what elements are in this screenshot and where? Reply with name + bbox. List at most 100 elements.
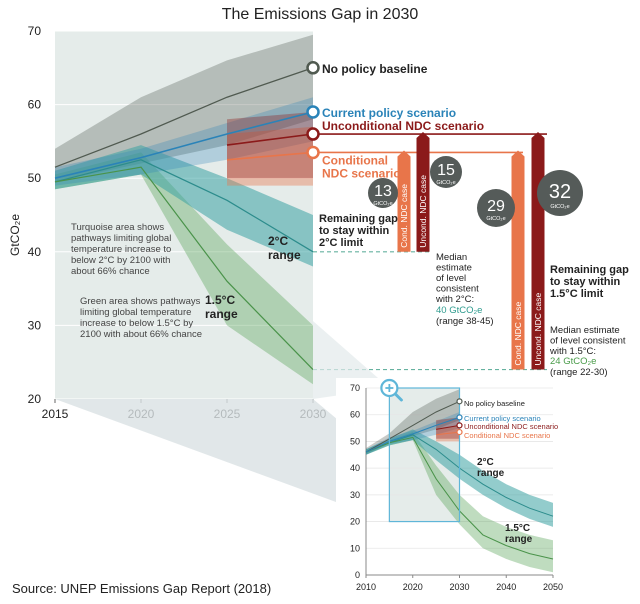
median-2c-text: of level: [436, 273, 466, 284]
main-line-conditional: [226, 151, 314, 161]
inset-line-current: [365, 416, 460, 453]
note-turquoise-area: Turquoise area shows: [71, 222, 164, 233]
median-1-5c-text: with 1.5°C:: [549, 346, 596, 357]
gap-2c-label: to stay within: [319, 225, 390, 237]
label-2c-range: 2°C: [268, 234, 288, 248]
main-y-tick-label: 60: [28, 98, 42, 112]
gap-bubble-1-5c-unconditional-unit: GtCO₂e: [550, 204, 569, 210]
gap-bar-2c-conditional: [397, 150, 411, 252]
gap-bar-2c-unconditional: [416, 132, 430, 252]
main-line-current: [54, 111, 314, 179]
median-2c-text: with 2°C:: [435, 294, 474, 305]
gap-bar-2c-conditional-label: Cond. NDC case: [399, 184, 409, 248]
inset-label-1-5c: range: [505, 534, 533, 545]
gap-bubble-1-5c-unconditional-value: 32: [549, 181, 571, 203]
gap-bubble-1-5c-conditional-value: 29: [487, 198, 505, 215]
main-y-tick-label: 50: [28, 171, 42, 185]
note-green-area: increase to below 1.5°C by: [80, 318, 193, 329]
main-y-axis-label: GtCO₂e: [8, 214, 22, 256]
gap-bar-2c-unconditional-label: Uncond. NDC case: [418, 175, 428, 248]
gap-bubble-2c-conditional-unit: GtCO₂e: [373, 201, 392, 207]
inset-x-tick-label: 2040: [496, 582, 516, 592]
inset-label-2c: 2°C: [477, 457, 494, 468]
main-line-two_deg: [54, 159, 314, 253]
main-line-baseline: [54, 67, 314, 168]
gap-bubble-1-5c-conditional-unit: GtCO₂e: [486, 216, 505, 222]
gap-bubble-2c-unconditional: [430, 156, 462, 188]
inset-x-tick-label: 2020: [403, 582, 423, 592]
main-y-tick-label: 40: [28, 245, 42, 259]
note-turquoise-area: temperature increase to: [71, 244, 171, 255]
label-current-policy: Current policy scenario: [322, 106, 456, 120]
label-1-5c-range: range: [205, 307, 238, 321]
inset-y-tick-label: 10: [350, 543, 360, 553]
note-turquoise-area: pathways limiting global: [71, 233, 171, 244]
note-turquoise-area: about 66% chance: [71, 266, 150, 277]
chart-title: The Emissions Gap in 2030: [221, 6, 419, 23]
label-no-policy-baseline: No policy baseline: [322, 62, 428, 76]
inset-label-baseline: No policy baseline: [464, 399, 525, 408]
gap-bubble-2c-unconditional-unit: GtCO₂e: [436, 180, 455, 186]
inset-line-conditional: [436, 431, 460, 436]
gap-bubble-2c-unconditional-value: 15: [437, 162, 455, 179]
gap-2c-label: Remaining gap: [319, 213, 398, 225]
median-2c-value: 40 GtCO₂e: [436, 305, 482, 316]
main-line-unconditional: [226, 133, 314, 146]
label-unconditional-ndc: Unconditional NDC scenario: [322, 119, 484, 133]
main-band-unconditional: [227, 112, 313, 179]
inset-x-tick-label: 2030: [449, 582, 469, 592]
marker-conditional: [306, 145, 320, 160]
magnifier-icon-handle: [393, 392, 403, 402]
median-2c-text: consistent: [436, 284, 479, 295]
inset-marker-unconditional: [456, 422, 463, 429]
gap-bar-1-5c-unconditional-label: Uncond. NDC case: [533, 293, 543, 366]
main-y-tick-label: 70: [28, 24, 42, 38]
gap-bubble-1-5c-unconditional: [537, 170, 583, 216]
main-band-one_five: [55, 152, 313, 385]
inset-x-tick-label: 2010: [356, 582, 376, 592]
inset-y-tick-label: 30: [350, 490, 360, 500]
median-2c-text: Median: [436, 252, 467, 263]
marker-unconditional: [306, 127, 320, 141]
gap-2c-label: 2°C limit: [319, 237, 363, 249]
gap-bubble-1-5c-conditional: [477, 189, 515, 227]
note-green-area: 2100 with about 66% chance: [80, 329, 202, 340]
inset-marker-baseline: [456, 398, 463, 405]
marker-baseline: [306, 61, 320, 75]
note-turquoise-area: below 2°C by 2100 with: [71, 255, 170, 266]
label-conditional-ndc: NDC scenario: [322, 166, 401, 180]
median-2c-range: (range 38-45): [436, 316, 494, 327]
inset-x-tick-label: 2050: [543, 582, 563, 592]
inset-label-unconditional: Unconditional NDC scenario: [464, 422, 558, 431]
inset-zoom-frame: [388, 387, 461, 523]
note-green-area: Green area shows pathways: [80, 296, 201, 307]
median-1-5c-range: (range 22-30): [550, 367, 608, 378]
note-green-area: limiting global temperature: [80, 307, 191, 318]
inset-label-conditional: Conditional NDC scenario: [464, 431, 550, 440]
main-x-tick-label: 2015: [42, 407, 69, 421]
inset-y-tick-label: 0: [355, 570, 360, 580]
median-1-5c-text: Median estimate: [550, 325, 620, 336]
inset-label-current: Current policy scenario: [464, 414, 541, 423]
inset-y-tick-label: 60: [350, 410, 360, 420]
source-caption: Source: UNEP Emissions Gap Report (2018): [12, 581, 272, 596]
main-band-baseline: [55, 34, 313, 182]
main-y-tick-label: 20: [28, 392, 42, 406]
main-band-two_deg: [55, 145, 313, 267]
median-1-5c-value: 24 GtCO₂e: [550, 356, 596, 367]
gap-1-5c-label: Remaining gap: [550, 264, 629, 276]
inset-y-tick-label: 50: [350, 436, 360, 446]
inset-line-baseline: [365, 400, 460, 453]
label-1-5c-range: 1.5°C: [205, 293, 235, 307]
gap-bubble-2c-conditional: [368, 178, 398, 208]
main-y-tick-label: 30: [28, 318, 42, 332]
inset-label-1-5c: 1.5°C: [505, 523, 530, 534]
magnifier-icon: [380, 378, 403, 402]
gap-bar-1-5c-conditional-label: Cond. NDC case: [513, 302, 523, 366]
inset-y-tick-label: 70: [350, 383, 360, 393]
gap-bubble-2c-conditional-value: 13: [374, 183, 392, 200]
inset-marker-conditional: [456, 428, 463, 436]
median-1-5c-text: of level consistent: [550, 336, 626, 347]
inset-label-2c: range: [477, 468, 505, 479]
